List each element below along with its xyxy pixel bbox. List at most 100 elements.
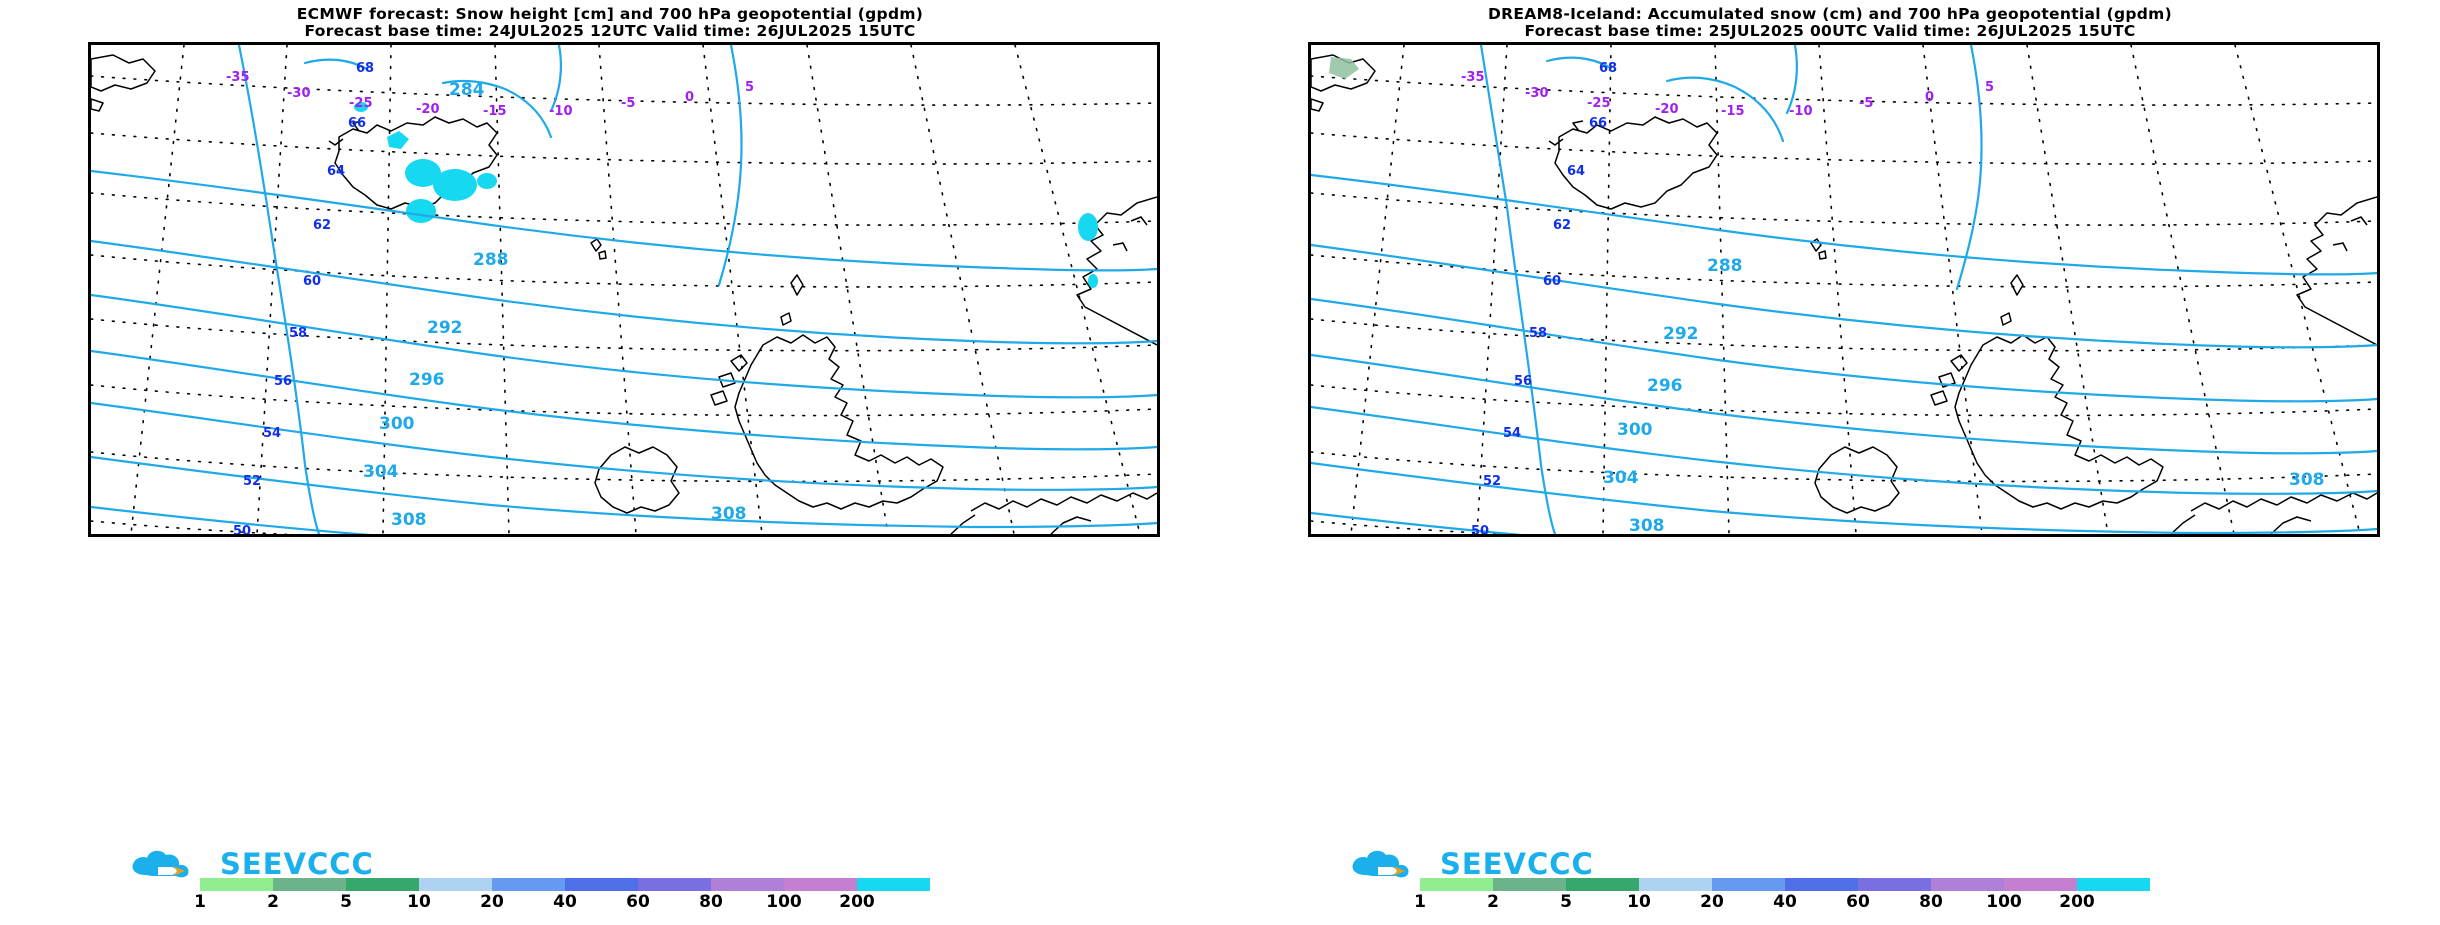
colorbar-seg-4 — [419, 878, 492, 891]
colorbar-labels-left: 1 2 5 10 20 40 60 80 100 200 — [194, 892, 930, 918]
svg-text:64: 64 — [1567, 164, 1585, 179]
colorbar-label-2: 2 — [267, 892, 279, 912]
svg-text:-15: -15 — [483, 104, 507, 119]
longitude-labels: -35 -30 -25 -20 -15 -10 -5 0 5 — [226, 70, 754, 119]
svg-text:68: 68 — [356, 61, 374, 76]
svg-text:-10: -10 — [1789, 104, 1813, 119]
svg-text:62: 62 — [313, 218, 331, 233]
svg-text:5: 5 — [1985, 80, 1994, 95]
colorbar-right: 1 2 5 10 20 40 60 80 100 200 — [1414, 878, 2150, 920]
svg-text:56: 56 — [1514, 374, 1532, 389]
graticule-lines — [91, 45, 1157, 534]
colorbar-gradient-left — [200, 878, 930, 891]
colorbar-label-1: 1 — [1414, 892, 1426, 912]
svg-text:-10: -10 — [549, 104, 573, 119]
panel-right-header-line1: DREAM8-Iceland: Accumulated snow (cm) an… — [1487, 5, 2173, 23]
svg-text:52: 52 — [243, 474, 261, 489]
svg-text:50: 50 — [1471, 524, 1489, 534]
colorbar-label-10: 200 — [2059, 892, 2095, 912]
svg-text:0: 0 — [685, 90, 694, 105]
svg-text:54: 54 — [263, 426, 281, 441]
colorbar-seg-7 — [638, 878, 711, 891]
seevccc-logo-right: SEEVCCC — [1348, 845, 1608, 885]
svg-text:296: 296 — [1647, 376, 1683, 396]
svg-text:-35: -35 — [226, 70, 250, 85]
svg-text:0: 0 — [1925, 90, 1934, 105]
colorbar-seg-3 — [346, 878, 419, 891]
svg-text:304: 304 — [1603, 468, 1639, 488]
svg-text:292: 292 — [427, 318, 463, 338]
contour-value-labels: 284 288 292 296 300 304 308 308 312 — [363, 80, 747, 530]
svg-text:-30: -30 — [287, 86, 311, 101]
coastlines — [1311, 54, 2377, 534]
svg-text:-25: -25 — [349, 96, 373, 111]
map-canvas-ecmwf[interactable]: 284 288 292 296 300 304 308 308 312 68 6… — [88, 42, 1160, 537]
colorbar-label-5: 20 — [480, 892, 504, 912]
svg-text:54: 54 — [1503, 426, 1521, 441]
svg-text:308: 308 — [1629, 516, 1665, 534]
svg-text:56: 56 — [274, 374, 292, 389]
svg-text:58: 58 — [289, 326, 307, 341]
colorbar-label-7: 60 — [626, 892, 650, 912]
colorbar-labels-right: 1 2 5 10 20 40 60 80 100 200 — [1414, 892, 2150, 918]
colorbar-label-5: 20 — [1700, 892, 1724, 912]
colorbar-label-7: 60 — [1846, 892, 1870, 912]
svg-text:288: 288 — [1707, 256, 1743, 276]
colorbar-seg-9 — [784, 878, 857, 891]
greenland-shading — [1329, 57, 1359, 79]
coastlines — [91, 54, 1157, 534]
panel-left-header-line1: ECMWF forecast: Snow height [cm] and 700… — [296, 5, 924, 23]
latitude-labels: 68 66 64 62 60 58 56 54 52 50 — [233, 61, 374, 534]
cloud-icon — [132, 850, 189, 878]
colorbar-label-4: 10 — [407, 892, 431, 912]
svg-text:60: 60 — [1543, 274, 1561, 289]
colorbar-seg-1 — [1420, 878, 1493, 891]
svg-text:-25: -25 — [1587, 96, 1611, 111]
svg-text:66: 66 — [348, 116, 366, 131]
colorbar-label-3: 5 — [1560, 892, 1572, 912]
colorbar-seg-9 — [2004, 878, 2077, 891]
colorbar-seg-5 — [492, 878, 565, 891]
svg-text:60: 60 — [303, 274, 321, 289]
colorbar-seg-2 — [273, 878, 346, 891]
seevccc-logo-left: SEEVCCC — [128, 845, 388, 885]
colorbar-label-2: 2 — [1487, 892, 1499, 912]
colorbar-label-3: 5 — [340, 892, 352, 912]
colorbar-label-8: 80 — [699, 892, 723, 912]
svg-text:66: 66 — [1589, 116, 1607, 131]
colorbar-seg-6 — [1785, 878, 1858, 891]
colorbar-seg-10 — [857, 878, 930, 891]
svg-text:308: 308 — [391, 510, 427, 530]
map-canvas-dream8[interactable]: 288 292 296 300 304 308 308 312 68 66 64… — [1308, 42, 2380, 537]
colorbar-seg-2 — [1493, 878, 1566, 891]
svg-text:288: 288 — [473, 250, 509, 270]
map-svg-ecmwf: 284 288 292 296 300 304 308 308 312 68 6… — [91, 45, 1157, 534]
colorbar-seg-10 — [2077, 878, 2150, 891]
colorbar-label-8: 80 — [1919, 892, 1943, 912]
geopotential-contours — [1311, 45, 2377, 534]
colorbar-seg-3 — [1566, 878, 1639, 891]
svg-text:308: 308 — [2289, 470, 2325, 490]
svg-text:62: 62 — [1553, 218, 1571, 233]
panel-left-header-line2: Forecast base time: 24JUL2025 12UTC Vali… — [304, 22, 916, 40]
svg-text:-30: -30 — [1525, 86, 1549, 101]
longitude-labels: -35 -30 -25 -20 -15 -10 -5 0 5 — [1461, 70, 1994, 119]
svg-text:296: 296 — [409, 370, 445, 390]
cloud-icon — [1352, 850, 1409, 878]
svg-text:-20: -20 — [1655, 102, 1679, 117]
map-svg-dream8: 288 292 296 300 304 308 308 312 68 66 64… — [1311, 45, 2377, 534]
colorbar-label-6: 40 — [1773, 892, 1797, 912]
colorbar-label-10: 200 — [839, 892, 875, 912]
colorbar-seg-4 — [1639, 878, 1712, 891]
colorbar-seg-1 — [200, 878, 273, 891]
svg-text:-35: -35 — [1461, 70, 1485, 85]
svg-text:-15: -15 — [1721, 104, 1745, 119]
svg-text:52: 52 — [1483, 474, 1501, 489]
colorbar-seg-5 — [1712, 878, 1785, 891]
svg-text:300: 300 — [379, 414, 415, 434]
colorbar-label-4: 10 — [1627, 892, 1651, 912]
latitude-labels: 68 66 64 62 60 58 56 54 52 50 — [1471, 61, 1617, 534]
colorbar-label-1: 1 — [194, 892, 206, 912]
svg-text:64: 64 — [327, 164, 345, 179]
